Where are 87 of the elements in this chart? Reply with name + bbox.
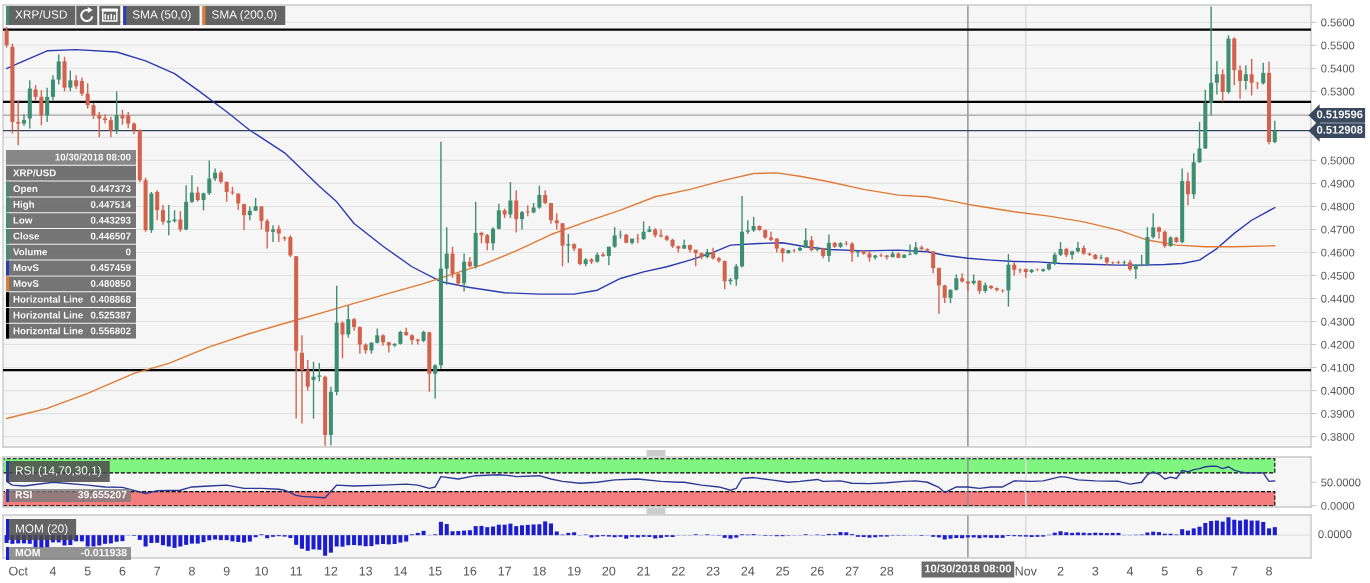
y-tick-label: 0.5400 bbox=[1321, 64, 1355, 73]
annotation: Open bbox=[13, 185, 38, 195]
annotation: 10/30/2018 08:00 bbox=[55, 153, 131, 161]
y-tick-label: 0.4100 bbox=[1321, 363, 1355, 372]
x-tick-label: 5 bbox=[1161, 566, 1168, 576]
x-tick-label: 13 bbox=[359, 566, 373, 576]
x-tick-label: 11 bbox=[290, 566, 303, 576]
annotation: 0.443293 bbox=[90, 216, 131, 224]
x-tick-label: 28 bbox=[880, 566, 894, 576]
y-tick-label: 0.5300 bbox=[1321, 87, 1355, 96]
ref-line-label: 10/30/2018 08:00 bbox=[925, 564, 1011, 573]
annotation: MOM bbox=[15, 548, 40, 557]
x-tick-label: 21 bbox=[637, 566, 650, 576]
annotation: Horizontal Line bbox=[13, 327, 83, 335]
x-tick-label: 15 bbox=[429, 566, 442, 576]
y-tick-label: 0.4000 bbox=[1321, 386, 1355, 395]
x-tick-label: 7 bbox=[1231, 566, 1238, 576]
x-tick-label: 27 bbox=[845, 566, 859, 576]
annotation: 0.480850 bbox=[90, 280, 131, 287]
annotation: 39.655207 bbox=[78, 490, 127, 499]
x-tick-label: 3 bbox=[1092, 566, 1099, 576]
x-tick-label: 22 bbox=[672, 566, 685, 576]
legend-label: RSI (14,70,30,1) bbox=[15, 466, 101, 477]
annotation: Horizontal Line bbox=[13, 295, 83, 303]
annotation: Low bbox=[13, 216, 33, 224]
x-tick-label: 26 bbox=[811, 566, 824, 576]
x-tick-label: 25 bbox=[776, 566, 790, 576]
y-tick-label: 0.5000 bbox=[1321, 156, 1355, 165]
legend-label: SMA (200,0) bbox=[212, 10, 277, 21]
x-tick-label: 19 bbox=[568, 566, 581, 576]
x-tick-label: Nov bbox=[1015, 566, 1037, 576]
annotation: 0.525387 bbox=[90, 311, 131, 319]
x-tick-label: 8 bbox=[1266, 566, 1272, 576]
x-tick-label: 2 bbox=[1057, 566, 1064, 576]
y-tick-label: 0.5500 bbox=[1321, 41, 1355, 50]
y-tick-label: 0.4300 bbox=[1321, 317, 1355, 326]
annotation: 0.556802 bbox=[90, 327, 131, 335]
y-tick-label: 0.4800 bbox=[1321, 202, 1355, 211]
x-tick-label: 9 bbox=[223, 566, 230, 576]
y-tick-label: 0.4900 bbox=[1321, 179, 1355, 188]
ref-line-label: 0.519596 bbox=[1316, 110, 1363, 119]
y-tick-label: 0.4200 bbox=[1321, 340, 1355, 349]
x-tick-label: 18 bbox=[533, 566, 546, 576]
annotation: RSI bbox=[15, 490, 32, 499]
y-tick-label: 0.3800 bbox=[1321, 432, 1355, 441]
y-tick-label: 0.4700 bbox=[1321, 225, 1355, 234]
annotation: 0 bbox=[125, 248, 131, 256]
x-tick-label: 17 bbox=[498, 566, 511, 576]
annotation: 0.408868 bbox=[90, 295, 131, 303]
annotation: 0.446507 bbox=[90, 232, 131, 240]
x-tick-label: 20 bbox=[602, 566, 616, 576]
legend-label: MOM (20) bbox=[15, 524, 68, 535]
x-tick-label: 14 bbox=[394, 566, 407, 576]
x-tick-label: 16 bbox=[463, 566, 477, 576]
legend-label: SMA (50,0) bbox=[132, 10, 191, 21]
annotation: XRP/USD bbox=[13, 169, 56, 177]
x-tick-label: 7 bbox=[154, 566, 161, 576]
annotation: MovS bbox=[13, 264, 39, 272]
x-tick-label: 4 bbox=[1126, 566, 1134, 576]
x-tick-label: 8 bbox=[188, 566, 195, 576]
ref-line-label: 0.512908 bbox=[1316, 125, 1363, 134]
annotation: Horizontal Line bbox=[13, 311, 83, 319]
y-tick-label: 50.0000 bbox=[1321, 478, 1361, 487]
annotation: Volume bbox=[13, 248, 48, 256]
chart-title: XRP/USD bbox=[15, 10, 67, 19]
x-tick-label: 4 bbox=[49, 566, 57, 576]
y-tick-label: 0.5600 bbox=[1321, 18, 1355, 27]
y-tick-label: 0.4400 bbox=[1321, 294, 1355, 303]
x-tick-label: 10 bbox=[255, 566, 268, 576]
x-tick-label: Oct bbox=[9, 566, 28, 576]
annotation: 0.447373 bbox=[90, 185, 131, 193]
annotation: 0.457459 bbox=[90, 264, 131, 272]
y-tick-label: 0.4500 bbox=[1321, 271, 1355, 280]
x-tick-label: 6 bbox=[1196, 566, 1203, 576]
y-tick-label: 0.4600 bbox=[1321, 248, 1355, 257]
annotation: 0.447514 bbox=[90, 201, 131, 208]
annotation: Close bbox=[13, 232, 40, 240]
x-tick-label: 5 bbox=[84, 566, 91, 576]
annotation: High bbox=[13, 200, 34, 210]
x-tick-label: 12 bbox=[324, 566, 338, 576]
x-tick-label: 6 bbox=[119, 566, 126, 576]
x-tick-label: 24 bbox=[741, 566, 755, 576]
y-tick-label: 0.0000 bbox=[1321, 502, 1355, 510]
annotation: -0.011938 bbox=[81, 548, 127, 557]
annotation: MovS bbox=[13, 280, 39, 287]
y-tick-label: 0.3900 bbox=[1321, 409, 1355, 418]
x-tick-label: 23 bbox=[706, 566, 720, 576]
